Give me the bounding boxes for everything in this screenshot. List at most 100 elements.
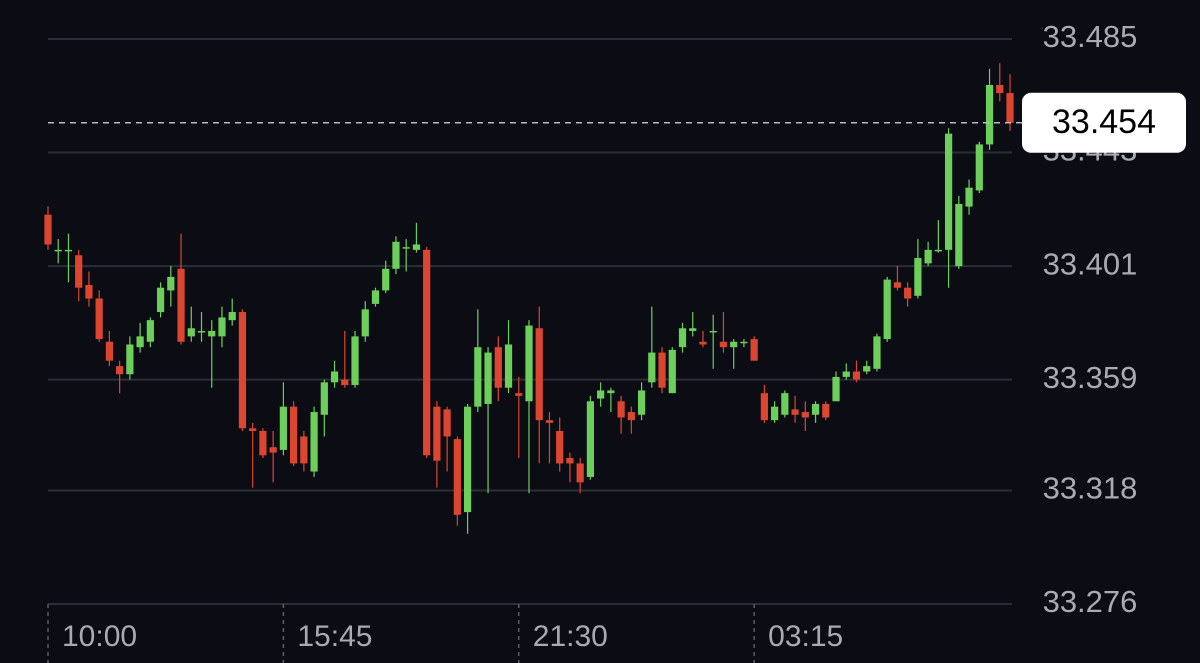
candle-body xyxy=(883,279,891,340)
x-tick-label: 03:15 xyxy=(768,620,843,653)
candle-body xyxy=(934,249,942,252)
candle-body xyxy=(392,241,400,269)
candle-body xyxy=(146,320,154,342)
candle-body xyxy=(228,312,236,321)
candle-body xyxy=(545,420,554,423)
candle-body xyxy=(1006,93,1014,123)
candle-body xyxy=(791,409,799,415)
candle-body xyxy=(167,276,175,291)
candle-body xyxy=(535,328,543,421)
candle-body xyxy=(95,298,103,340)
candle-body xyxy=(985,84,994,145)
candle-body xyxy=(126,344,134,375)
candle-body xyxy=(515,393,523,396)
candle-body xyxy=(607,390,615,394)
candle-body xyxy=(300,436,308,464)
y-tick-label: 33.276 xyxy=(1043,584,1138,619)
candle-body xyxy=(371,290,380,304)
candle-body xyxy=(320,382,328,415)
y-tick-label: 33.359 xyxy=(1043,360,1138,395)
candle-body xyxy=(658,352,666,388)
candle-body xyxy=(842,371,850,377)
candle-body xyxy=(771,406,779,421)
candle-body xyxy=(290,406,298,464)
candle-body xyxy=(566,458,574,464)
candle-body xyxy=(310,412,318,472)
candle-body xyxy=(341,379,349,386)
candle-body xyxy=(709,330,717,333)
candle-body xyxy=(760,393,768,421)
candle-body xyxy=(382,268,390,291)
candle-body xyxy=(453,439,461,515)
candle-body xyxy=(975,144,983,191)
candle-body xyxy=(822,403,830,418)
candle-body xyxy=(801,412,809,418)
candle-body xyxy=(668,349,676,394)
candle-body xyxy=(750,339,758,361)
candle-body xyxy=(423,249,431,456)
candle-body xyxy=(249,428,257,431)
candle-body xyxy=(105,341,114,361)
candle-body xyxy=(64,249,73,252)
candle-body xyxy=(576,463,584,483)
candle-body xyxy=(637,390,646,415)
candle-body xyxy=(863,366,871,372)
candle-body xyxy=(627,412,635,421)
candle-body xyxy=(832,376,840,402)
candle-body xyxy=(136,336,144,348)
candle-body xyxy=(893,282,902,288)
candle-body xyxy=(177,268,185,342)
candle-body xyxy=(996,84,1004,94)
candle-body xyxy=(699,341,707,345)
candle-body xyxy=(965,187,973,207)
x-tick-label: 21:30 xyxy=(533,620,608,653)
candle-body xyxy=(781,393,789,415)
candle-body xyxy=(402,247,410,249)
candle-body xyxy=(740,341,748,344)
x-tick-label: 10:00 xyxy=(62,620,137,653)
y-tick-label: 33.401 xyxy=(1043,246,1138,281)
candle-body xyxy=(730,341,738,348)
candle-body xyxy=(617,401,625,418)
candle-body xyxy=(597,390,605,399)
candle-body xyxy=(361,309,369,337)
candle-body xyxy=(208,330,216,337)
candle-body xyxy=(904,287,912,299)
y-tick-label: 33.318 xyxy=(1043,471,1138,506)
candle-body xyxy=(719,341,728,348)
candle-body xyxy=(330,371,339,383)
candle-body xyxy=(197,330,206,333)
candle-body xyxy=(218,317,226,337)
candle-body xyxy=(525,325,533,402)
last-price-badge xyxy=(1022,92,1186,153)
candle-body xyxy=(75,255,83,288)
candle-body xyxy=(556,430,564,464)
last-price-label: 33.454 xyxy=(1052,103,1156,141)
candle-body xyxy=(44,214,52,245)
candle-body xyxy=(116,366,124,375)
candle-body xyxy=(852,371,861,380)
candle-body xyxy=(648,352,656,383)
candle-body xyxy=(412,244,421,250)
candle-body xyxy=(811,403,820,415)
candle-body xyxy=(689,328,697,331)
candle-body xyxy=(279,406,287,450)
candle-body xyxy=(443,409,451,437)
x-tick-label: 15:45 xyxy=(297,620,372,653)
candle-body xyxy=(678,328,687,348)
candle-body xyxy=(187,328,195,337)
candle-body xyxy=(351,336,359,386)
candle-body xyxy=(873,336,881,369)
candle-body xyxy=(238,312,247,429)
candle-body xyxy=(474,347,482,407)
candle-body xyxy=(504,344,513,388)
candle-body xyxy=(944,133,953,250)
candle-body xyxy=(85,285,93,299)
candle-body xyxy=(586,401,595,477)
candle-body xyxy=(433,406,441,461)
y-tick-label: 33.485 xyxy=(1043,19,1138,54)
candle-body xyxy=(156,287,165,313)
candle-body xyxy=(54,249,62,252)
